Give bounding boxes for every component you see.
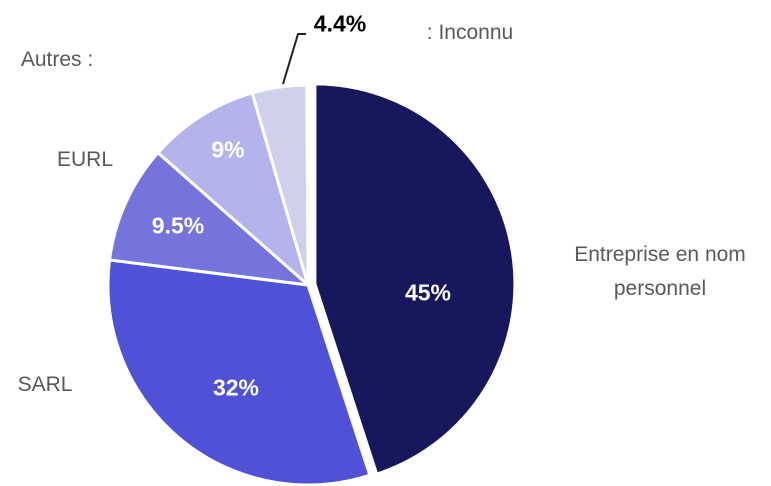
pie-slice: [313, 82, 517, 477]
category-label: EURL: [56, 148, 114, 171]
category-label: Entreprise en nom personnel: [574, 243, 746, 300]
pie-slice: [107, 150, 313, 288]
value-label: 9%: [211, 136, 245, 163]
value-label: 4.4%: [313, 10, 367, 37]
pie-slice: [106, 258, 372, 486]
value-label: 45%: [404, 279, 452, 306]
pie-slice: [155, 91, 311, 290]
value-label: 32%: [212, 374, 260, 401]
pie-slice: [250, 83, 310, 286]
category-label: Autres :: [20, 48, 94, 71]
value-label: 9.5%: [151, 212, 205, 239]
category-label: : Inconnu: [426, 21, 514, 44]
leader-line: [282, 33, 306, 85]
category-label: SARL: [17, 373, 73, 396]
